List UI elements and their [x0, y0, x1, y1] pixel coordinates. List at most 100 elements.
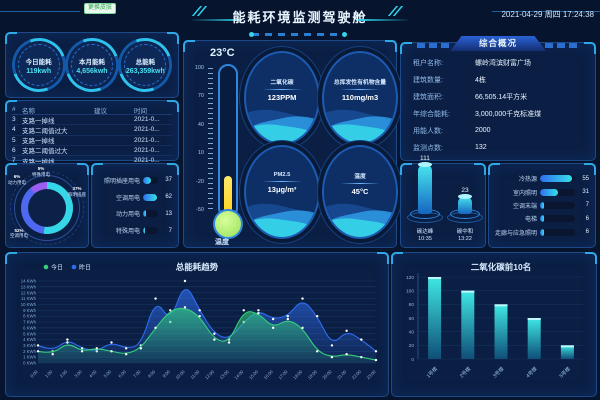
- thermometer-scale-label: 70: [197, 93, 204, 100]
- x-axis-tick-label: 3号楼: [491, 365, 505, 379]
- x-axis-tick-label: 21:00: [336, 369, 348, 381]
- data-point[interactable]: [286, 317, 290, 321]
- bar[interactable]: [461, 290, 475, 359]
- data-point[interactable]: [80, 350, 84, 353]
- data-point[interactable]: [345, 329, 348, 332]
- data-point[interactable]: [360, 355, 363, 359]
- data-point[interactable]: [301, 297, 304, 300]
- legend-marker[interactable]: [71, 264, 77, 270]
- data-point[interactable]: [124, 347, 128, 350]
- gauge-label: 总挥发性有机物含量: [333, 79, 387, 86]
- overview-row-value: 66,505.14平方米: [475, 94, 528, 102]
- data-point[interactable]: [330, 344, 334, 347]
- table-row[interactable]: 3 支路一掉线 2021-0...: [12, 115, 172, 126]
- table-cell: 支路二阈值过大: [22, 127, 68, 135]
- data-point[interactable]: [36, 344, 40, 347]
- bar-track: [143, 176, 158, 184]
- bar-row: 空调末端 7: [495, 201, 589, 210]
- data-point[interactable]: [36, 350, 40, 353]
- data-point[interactable]: [154, 297, 157, 300]
- data-point[interactable]: [257, 312, 260, 315]
- legend-label[interactable]: 昨日: [79, 264, 91, 272]
- energy-share-donut-panel: 5% 特殊用电 6% 动力用电 37% 照明插座 52% 空调用电: [5, 163, 89, 248]
- donut-slice-pct: 5%: [37, 166, 45, 171]
- data-point[interactable]: [374, 350, 378, 353]
- data-point[interactable]: [257, 309, 260, 312]
- data-point[interactable]: [242, 309, 245, 312]
- data-point[interactable]: [154, 326, 157, 330]
- overview-row-label: 监测点数:: [413, 144, 443, 152]
- slash-decoration-left: [191, 6, 218, 16]
- data-point[interactable]: [110, 350, 113, 353]
- co2-ranking-chart-panel: 二氧化碳前10名 0 20 40 60 80 100 120 1号楼 2号楼 3号楼 4号楼 5号楼: [391, 252, 597, 397]
- legend-marker[interactable]: [43, 264, 49, 270]
- data-point[interactable]: [374, 358, 378, 362]
- overview-row: 建筑面积: 66,505.14平方米: [413, 92, 587, 102]
- data-point[interactable]: [345, 353, 348, 356]
- data-point[interactable]: [66, 341, 69, 344]
- data-point[interactable]: [110, 341, 113, 344]
- header-line-left-decoration: [0, 11, 80, 12]
- data-point[interactable]: [271, 326, 275, 330]
- table-row[interactable]: 6 支路二阈值过大 2021-0...: [12, 146, 172, 156]
- title-line-right-decoration: [358, 19, 408, 21]
- x-axis-tick-label: 15:00: [248, 369, 260, 381]
- carbon-cylinder-panel: 111 碳达峰 10:35 23 碳中和 13:22: [400, 155, 486, 248]
- donut-ring-decoration: [10, 171, 84, 245]
- data-point[interactable]: [213, 338, 216, 341]
- theme-badge[interactable]: 更换皮肤: [84, 3, 117, 15]
- table-row[interactable]: 5 支路一掉线 2021-0...: [12, 136, 172, 146]
- table-header-row: # 名称 建议 时间: [12, 105, 172, 116]
- bar-track: [540, 188, 575, 196]
- y-axis-tick-label: 5 KWh: [23, 331, 37, 336]
- co2-chart-title: 二氧化碳前10名: [471, 262, 531, 272]
- bar[interactable]: [527, 318, 541, 359]
- data-point[interactable]: [80, 347, 84, 350]
- table-cell: 3: [12, 116, 16, 124]
- kpi-value: 119kwh: [26, 67, 52, 75]
- data-point[interactable]: [124, 353, 128, 356]
- data-point[interactable]: [271, 317, 275, 321]
- energy-kpi-panel: 今日能耗 119kwh 本月能耗 4,656kwh 总能耗 263,359kwh: [5, 32, 179, 98]
- data-point[interactable]: [51, 353, 54, 356]
- overview-row: 用能人数: 2000: [413, 126, 587, 136]
- data-point[interactable]: [139, 347, 143, 350]
- legend-label[interactable]: 今日: [51, 264, 63, 272]
- data-point[interactable]: [301, 326, 304, 330]
- table-cell: 2021-0...: [134, 126, 160, 134]
- bar-value: 37: [165, 177, 172, 184]
- data-point[interactable]: [183, 279, 187, 283]
- table-row[interactable]: 4 支路二阈值过大 2021-0...: [12, 125, 172, 136]
- bar-value: 62: [165, 194, 172, 201]
- y-axis-tick-label: 0 KWh: [23, 361, 37, 366]
- data-point[interactable]: [286, 314, 290, 318]
- data-point[interactable]: [316, 350, 319, 353]
- data-point[interactable]: [198, 314, 201, 318]
- x-axis-tick-label: 23:00: [366, 369, 378, 381]
- data-point[interactable]: [66, 338, 69, 341]
- overview-row-value: 2000: [475, 127, 491, 135]
- data-point[interactable]: [95, 347, 98, 350]
- bar[interactable]: [560, 345, 574, 359]
- data-point[interactable]: [330, 355, 334, 359]
- data-point[interactable]: [169, 309, 172, 312]
- bar[interactable]: [494, 304, 508, 359]
- x-axis-tick-label: 0:00: [29, 369, 39, 379]
- bar-value: 31: [582, 189, 589, 196]
- co2-ranking-bar-chart[interactable]: 二氧化碳前10名 0 20 40 60 80 100 120 1号楼 2号楼 3号楼 4号楼 5号楼: [396, 257, 592, 392]
- thermometer-scale-label: 40: [197, 121, 204, 128]
- data-point[interactable]: [360, 338, 363, 341]
- data-point[interactable]: [227, 341, 231, 344]
- data-point[interactable]: [316, 314, 319, 318]
- data-point[interactable]: [198, 309, 201, 312]
- energy-share-donut-chart[interactable]: [21, 182, 73, 234]
- gauge-value: 110mg/m3: [341, 92, 379, 102]
- x-axis-tick-label: 5号楼: [558, 365, 572, 379]
- data-point[interactable]: [183, 306, 187, 309]
- thermometer-tick-marks: [208, 68, 213, 212]
- gauge-divider: [262, 181, 302, 182]
- data-point[interactable]: [213, 332, 216, 335]
- bar[interactable]: [428, 277, 442, 359]
- bar-track: [540, 175, 575, 183]
